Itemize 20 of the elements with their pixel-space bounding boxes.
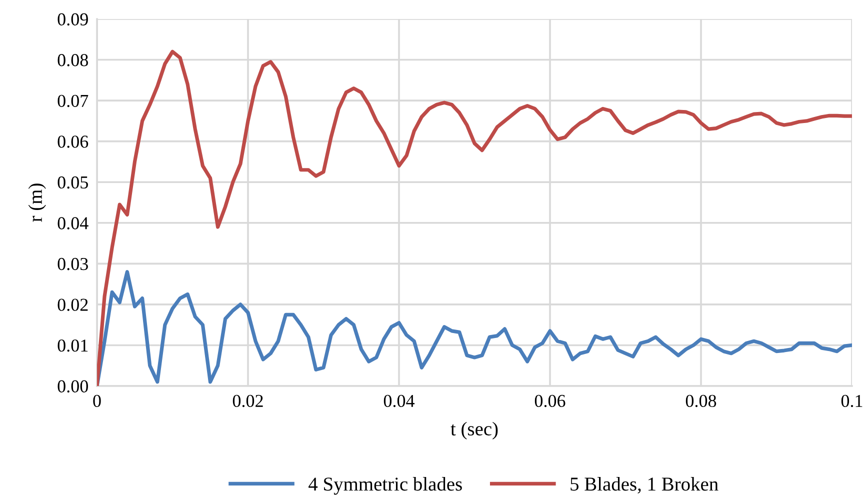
x-tick-label: 0.02 [232,394,263,408]
legend-label: 5 Blades, 1 Broken [570,477,718,494]
x-tick-label: 0 [93,394,101,408]
x-axis-title: t (sec) [450,422,498,440]
y-tick-label: 0.03 [58,258,88,270]
y-tick-label: 0.05 [58,176,88,189]
x-tick-label: 0.1 [841,394,862,408]
x-tick-label: 0.08 [686,394,716,408]
y-tick-label: 0.07 [58,94,88,108]
y-tick-label: 0.02 [58,298,88,311]
y-axis-title: r (m) [28,184,46,222]
y-tick-label: 0.09 [58,13,88,26]
x-tick-label: 0.06 [534,394,566,408]
y-tick-label: 0.04 [58,217,88,230]
x-tick-label: 0.04 [384,394,415,408]
y-tick-label: 0.08 [58,54,88,66]
y-tick-label: 0.06 [58,136,88,148]
legend-label: 4 Symmetric blades [308,477,462,495]
y-tick-label: 0.00 [58,380,88,393]
y-tick-label: 0.01 [58,339,88,352]
